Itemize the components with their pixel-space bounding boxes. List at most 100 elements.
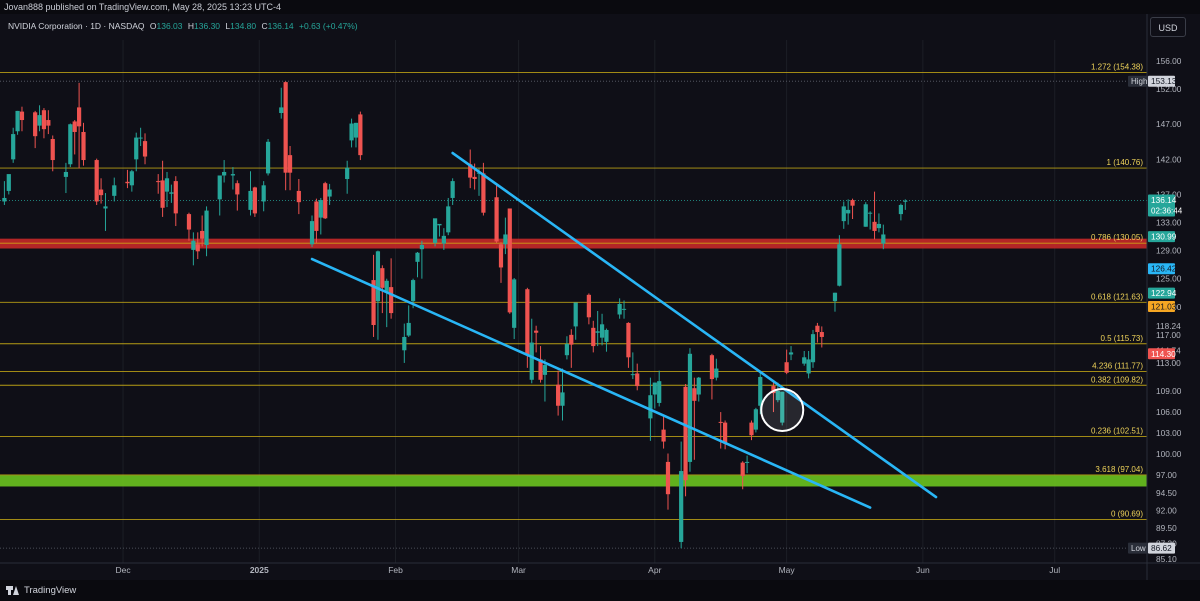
- price-axis: 156.00 152.00 147.00 142.00 137.00 133.00 129.…: [1128, 14, 1200, 580]
- price-badge: [1148, 75, 1175, 87]
- price-tick-label: 109.00: [1156, 386, 1182, 396]
- fib-level-label: 3.618 (97.04): [1095, 465, 1143, 474]
- symbol-name: NVIDIA Corporation · 1D · NASDAQ: [8, 21, 145, 31]
- candle-body: [217, 175, 222, 200]
- candle-body: [125, 181, 130, 184]
- price-tick-label: 129.00: [1156, 246, 1182, 256]
- time-axis-label: Jul: [1049, 565, 1060, 575]
- candle-body: [129, 171, 134, 186]
- price-badge: [1148, 348, 1175, 360]
- trendlines: [310, 151, 938, 509]
- candle-body: [841, 206, 846, 222]
- price-tick-label: 92.00: [1156, 505, 1177, 515]
- close-value: 136.14: [267, 21, 294, 31]
- time-axis-label: Jun: [916, 565, 930, 575]
- candle-body: [494, 197, 499, 242]
- candle-body: [222, 171, 227, 176]
- candle-body: [314, 201, 319, 231]
- candle-body: [626, 322, 631, 358]
- candle-body: [309, 221, 315, 245]
- candle-body: [810, 334, 816, 363]
- candle-body: [81, 131, 86, 161]
- highlight-circle[interactable]: [760, 387, 805, 432]
- candle-body: [173, 181, 178, 214]
- candle-body: [6, 174, 11, 191]
- candle-body: [380, 268, 385, 288]
- candle-body: [621, 308, 627, 310]
- candle-body: [538, 359, 543, 380]
- currency-button[interactable]: USD: [1150, 17, 1186, 37]
- candle-body: [604, 329, 609, 342]
- price-tick-label: 94.50: [1156, 488, 1177, 498]
- candle-body: [780, 391, 785, 423]
- candle-body: [534, 330, 539, 333]
- candle-body: [63, 171, 69, 177]
- price-badge: [1148, 542, 1175, 554]
- candle-body: [863, 204, 868, 227]
- candle-body: [788, 352, 794, 355]
- candle-body: [406, 322, 411, 336]
- candle-body: [832, 292, 838, 302]
- candle-body: [556, 384, 561, 406]
- price-badge-value: 126.42: [1151, 264, 1177, 274]
- fibonacci-levels: 1.272 (154.38) 1 (140.76) 0.786 (130.05) 0.…: [0, 62, 1147, 520]
- fib-level-label: 1 (140.76): [1107, 158, 1144, 167]
- time-axis-label: May: [779, 565, 796, 575]
- candle-body: [138, 137, 143, 139]
- high-value: 136.30: [194, 21, 221, 31]
- reference-lines: [0, 80, 1147, 549]
- candle-body: [472, 176, 477, 179]
- candle-body: [195, 244, 200, 252]
- candle-body: [687, 353, 693, 462]
- candle-body: [248, 190, 253, 210]
- candle-body: [696, 377, 701, 395]
- candle-body: [323, 183, 328, 219]
- candle-body: [402, 336, 407, 351]
- symbol-legend[interactable]: NVIDIA Corporation · 1D · NASDAQ O136.03…: [8, 21, 358, 31]
- candle-body: [881, 234, 886, 244]
- candle-body: [709, 355, 715, 380]
- candle-body: [112, 185, 117, 196]
- candle-body: [512, 279, 517, 328]
- candle-body: [753, 409, 758, 430]
- fib-level-label: 1.272 (154.38): [1091, 62, 1143, 71]
- candle-body: [595, 331, 600, 333]
- candle-body: [775, 391, 780, 401]
- candle-body: [784, 362, 789, 373]
- candle-body: [204, 210, 209, 245]
- candle-body: [375, 251, 381, 302]
- wedge-lower-trendline[interactable]: [310, 257, 872, 509]
- candle-body: [635, 373, 640, 387]
- candle-body: [657, 381, 662, 403]
- price-tick-label: 133.00: [1156, 218, 1182, 228]
- price-badge: [1148, 287, 1175, 299]
- tradingview-logo[interactable]: TradingView: [6, 585, 76, 596]
- candle-body: [2, 197, 7, 202]
- price-tick-label: 125.00: [1156, 274, 1182, 284]
- candle-body: [542, 365, 548, 375]
- candle-body: [648, 395, 653, 419]
- candle-body: [358, 114, 363, 156]
- candle-body: [525, 289, 530, 356]
- candle-body: [19, 111, 25, 121]
- candle-body: [265, 141, 271, 174]
- candle-body: [419, 244, 424, 250]
- candle-body: [723, 422, 728, 444]
- wedge-upper-trendline[interactable]: [451, 151, 938, 499]
- candle-body: [191, 240, 196, 250]
- time-axis: Dec 2025 Feb Mar Apr May Jun Jul: [0, 562, 1200, 575]
- candle-body: [41, 110, 47, 130]
- candle-body: [868, 212, 873, 214]
- candle-body: [806, 359, 811, 374]
- candle-body: [287, 155, 293, 173]
- candle-body: [692, 388, 697, 401]
- candle-body: [560, 392, 565, 406]
- candle-body: [903, 200, 908, 202]
- candle-body: [410, 280, 416, 302]
- candle-body: [230, 174, 236, 176]
- candle-body: [389, 287, 394, 314]
- time-axis-label: Dec: [115, 565, 131, 575]
- candle-body: [437, 223, 442, 226]
- support-band: [0, 475, 1147, 487]
